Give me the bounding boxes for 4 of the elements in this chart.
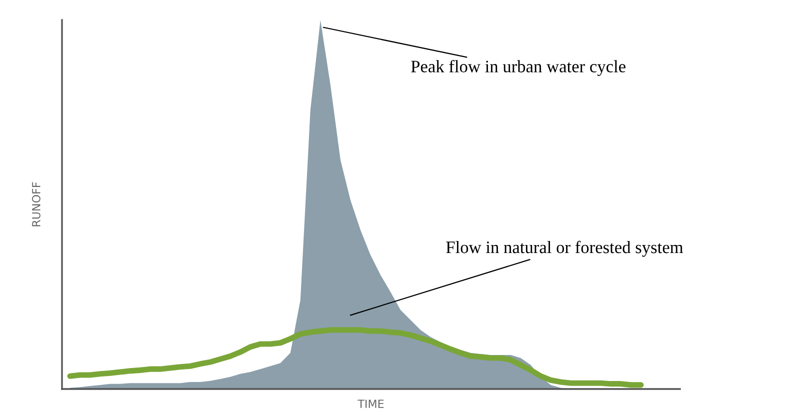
y-axis-title: RUNOFF: [32, 182, 40, 226]
x-axis-title: TIME: [358, 400, 384, 408]
annotation: Flow in natural or forested system: [446, 240, 684, 257]
annotation: Peak flow in urban water cycle: [411, 60, 626, 76]
